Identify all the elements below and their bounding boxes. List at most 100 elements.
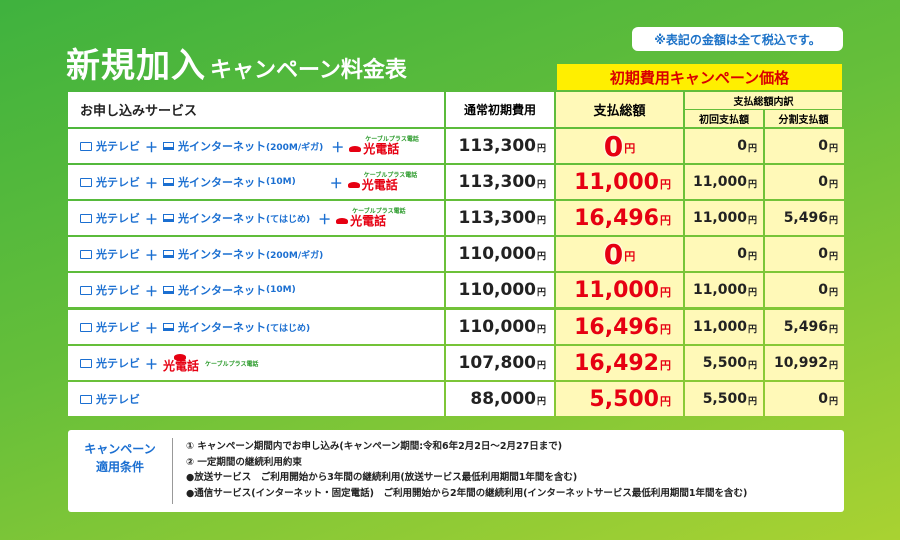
internet-label: 光インターネット [178,284,267,297]
plus-sign: ＋ [145,321,159,337]
total-payment-cell: 16,492 円 [556,346,683,380]
tv-label: 光テレビ [96,321,140,334]
total-payment-value: 0 [603,237,624,271]
page-title: 新規加入 キャンペーン料金表 [66,38,407,87]
first-payment-value: 11,000 [692,319,747,335]
cable-plus-logo: ケーブルプラス電話 [352,208,406,215]
yen-unit: 円 [747,252,757,262]
yen-unit: 円 [536,361,546,371]
service-cell: 光テレビ＋光インターネット (200M/ギガ) ＋ケーブルプラス電話 光電話 [68,129,444,163]
yen-unit: 円 [536,144,546,154]
first-payment-cell: 11,000 円 [685,273,763,307]
phone-service: ケーブルプラス電話 光電話 [349,137,419,155]
yen-unit: 円 [536,252,546,262]
plus-sign: ＋ [145,140,159,156]
phone-main: 光電話 [349,143,419,155]
yen-unit: 円 [660,323,671,336]
header-split-payment: 分割支払額 [765,110,842,127]
normal-fee-cell: 88,000 円 [446,382,554,416]
tv-icon [80,141,92,151]
pc-icon [163,323,175,331]
yen-unit: 円 [624,142,636,155]
service-cell: 光テレビ ＋ 光インターネット (10M) [68,273,444,307]
yen-unit: 円 [828,144,838,154]
phone-icon [174,354,187,360]
internet-plan: (10M) [266,177,296,187]
first-payment-value: 0 [737,138,747,154]
pc-icon [163,142,175,150]
pc-icon [163,178,175,186]
tv-label: 光テレビ [96,248,140,261]
total-payment-cell: 11,000 円 [556,273,683,307]
header-breakdown: 支払総額内訳 [685,92,842,109]
tv-icon [80,394,92,404]
tax-note: ※表記の金額は全て税込です。 [632,27,843,51]
total-payment-value: 0 [603,129,624,163]
table-row: 光テレビ＋光インターネット (200M/ギガ) ＋ケーブルプラス電話 光電話 113,3… [68,129,844,163]
total-payment-value: 5,500 [589,386,659,412]
plus-sign: ＋ [331,140,345,156]
header-total-payment: 支払総額 [556,92,683,127]
tv-icon [80,358,92,368]
table-row: 光テレビ＋光インターネット (てはじめ) ＋ケーブルプラス電話 光電話 113,300 円… [68,201,844,235]
internet-plan: (200M/ギガ) [266,142,324,153]
pc-icon [163,214,175,222]
first-payment-value: 5,500 [702,355,747,371]
normal-fee-value: 88,000 [470,389,536,409]
phone-icon [349,146,362,152]
phone-label: 光電話 [363,142,400,156]
total-payment-value: 16,496 [574,314,659,340]
plus-sign: ＋ [145,357,159,373]
normal-fee-cell: 110,000 円 [446,237,554,271]
condition-item: ●放送サービス ご利用開始から3年間の継続利用(放送サービス最低利用期間1年間を… [186,472,578,483]
tv-label: 光テレビ [96,140,140,153]
pc-icon [163,250,175,258]
split-payment-value: 0 [818,391,828,407]
plus-sign: ＋ [329,176,343,192]
normal-fee-value: 113,300 [458,208,536,228]
phone-icon [347,182,360,188]
header-normal-fee: 通常初期費用 [446,92,554,127]
plus-sign: ＋ [318,212,332,228]
total-payment-cell: 5,500 円 [556,382,683,416]
conditions-title-line1: キャンペーン [84,442,156,456]
yen-unit: 円 [747,397,757,407]
yen-unit: 円 [747,361,757,371]
table-row: 光テレビ＋光電話 ケーブルプラス電話 107,800 円 16,492 円 5,500 円 10… [68,346,844,380]
tv-label: 光テレビ [96,212,140,225]
header-services: お申し込みサービス [68,92,444,127]
campaign-conditions: キャンペーン 適用条件 ① キャンペーン期間内でお申し込み(キャンペーン期間:令… [68,430,844,512]
table-row: 光テレビ＋光インターネット (てはじめ) 110,000 円 16,496 円 11,000… [68,310,844,344]
yen-unit: 円 [660,214,671,227]
normal-fee-value: 110,000 [458,244,536,264]
split-payment-value: 0 [818,246,828,262]
yen-unit: 円 [828,361,838,371]
split-payment-value: 0 [818,174,828,190]
internet-label: 光インターネット [178,140,267,153]
yen-unit: 円 [747,180,757,190]
table-row: 光テレビ 88,000 円 5,500 円 5,500 円 0 円 [68,382,844,416]
first-payment-cell: 11,000 円 [685,165,763,199]
normal-fee-cell: 113,300 円 [446,165,554,199]
normal-fee-cell: 113,300 円 [446,201,554,235]
service-cell: 光テレビ ＋ 光インターネット (200M/ギガ) [68,237,444,271]
yen-unit: 円 [624,250,636,263]
title-main: 新規加入 [66,46,206,86]
internet-plan: (10M) [266,285,296,295]
yen-unit: 円 [660,359,671,372]
tv-icon [80,213,92,223]
split-payment-value: 0 [818,138,828,154]
yen-unit: 円 [828,180,838,190]
yen-unit: 円 [747,216,757,226]
total-payment-value: 16,496 [574,205,659,231]
tv-label: 光テレビ [96,393,140,406]
yen-unit: 円 [828,325,838,335]
internet-label: 光インターネット [178,176,267,189]
yen-unit: 円 [660,286,671,299]
normal-fee-value: 110,000 [458,317,536,337]
yen-unit: 円 [536,180,546,190]
